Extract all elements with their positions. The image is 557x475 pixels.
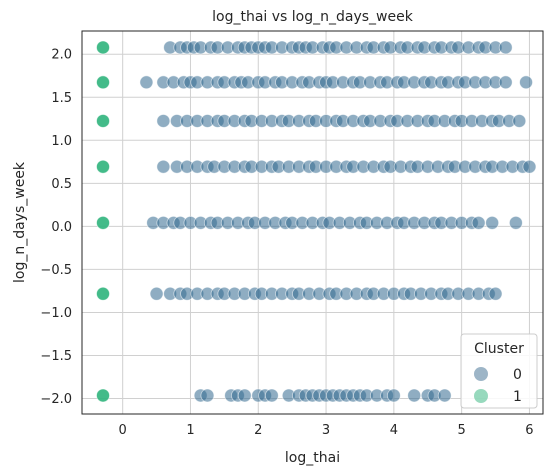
data-point-cluster-0: [156, 114, 171, 128]
y-tick-label: −2.0: [40, 392, 72, 407]
y-tick-label: 2.0: [51, 48, 72, 63]
x-axis-label: log_thai: [285, 450, 340, 466]
data-point-cluster-0: [407, 388, 422, 403]
x-tick-label: 2: [254, 423, 262, 438]
y-tick-label: 1.5: [51, 91, 72, 106]
legend-marker-cluster-0: [474, 367, 488, 381]
data-point-cluster-0: [149, 286, 164, 301]
data-point-cluster-0: [139, 75, 154, 90]
data-point-cluster-0: [498, 75, 513, 90]
data-points: [96, 40, 537, 403]
y-tick-label: −1.5: [40, 349, 72, 364]
data-point-cluster-0: [522, 159, 537, 174]
data-point-cluster-0: [508, 215, 523, 230]
data-point-cluster-0: [498, 40, 513, 55]
grid-lines: [82, 31, 543, 414]
legend-label-cluster-1: 1: [513, 389, 522, 405]
y-tick-label: 1.0: [51, 134, 72, 149]
x-tick-label: 4: [390, 423, 398, 438]
legend-title: Cluster: [474, 341, 524, 357]
data-point-cluster-0: [512, 114, 527, 128]
legend-label-cluster-0: 0: [513, 367, 522, 383]
x-tick-label: 3: [322, 423, 330, 438]
legend-marker-cluster-1: [474, 389, 488, 403]
y-tick-label: 0.5: [51, 177, 72, 192]
data-point-cluster-1: [96, 215, 110, 230]
plot-frame: [81, 30, 544, 415]
data-point-cluster-1: [96, 75, 110, 90]
x-tick-labels: 0 1 2 3 4 5 6: [119, 423, 534, 438]
data-point-cluster-0: [386, 388, 401, 403]
data-point-cluster-1: [96, 40, 110, 55]
data-point-cluster-0: [519, 75, 533, 90]
y-axis-label: log_n_days_week: [12, 161, 28, 283]
data-point-cluster-0: [437, 388, 452, 403]
data-point-cluster-1: [96, 286, 110, 301]
y-tick-label: 0.0: [51, 220, 72, 235]
data-point-cluster-1: [96, 114, 110, 128]
x-tick-label: 5: [458, 423, 466, 438]
x-tick-label: 0: [119, 423, 127, 438]
data-point-cluster-1: [96, 159, 110, 174]
x-tick-label: 6: [525, 423, 533, 438]
legend: Cluster 0 1: [460, 333, 538, 409]
y-tick-label: −1.0: [40, 306, 72, 321]
data-point-cluster-0: [485, 215, 500, 230]
data-point-cluster-0: [237, 388, 252, 403]
chart-title: log_thai vs log_n_days_week: [212, 9, 414, 25]
data-point-cluster-0: [471, 215, 486, 230]
data-point-cluster-0: [156, 159, 171, 174]
y-tick-labels: −2.0 −1.5 −1.0 −0.5 0.0 0.5 1.0 1.5 2.0: [40, 48, 72, 407]
data-point-cluster-1: [96, 388, 110, 403]
y-tick-label: −0.5: [40, 263, 72, 278]
data-point-cluster-0: [200, 388, 215, 403]
data-point-cluster-0: [264, 388, 279, 403]
x-tick-label: 1: [186, 423, 194, 438]
data-point-cluster-0: [488, 286, 503, 301]
